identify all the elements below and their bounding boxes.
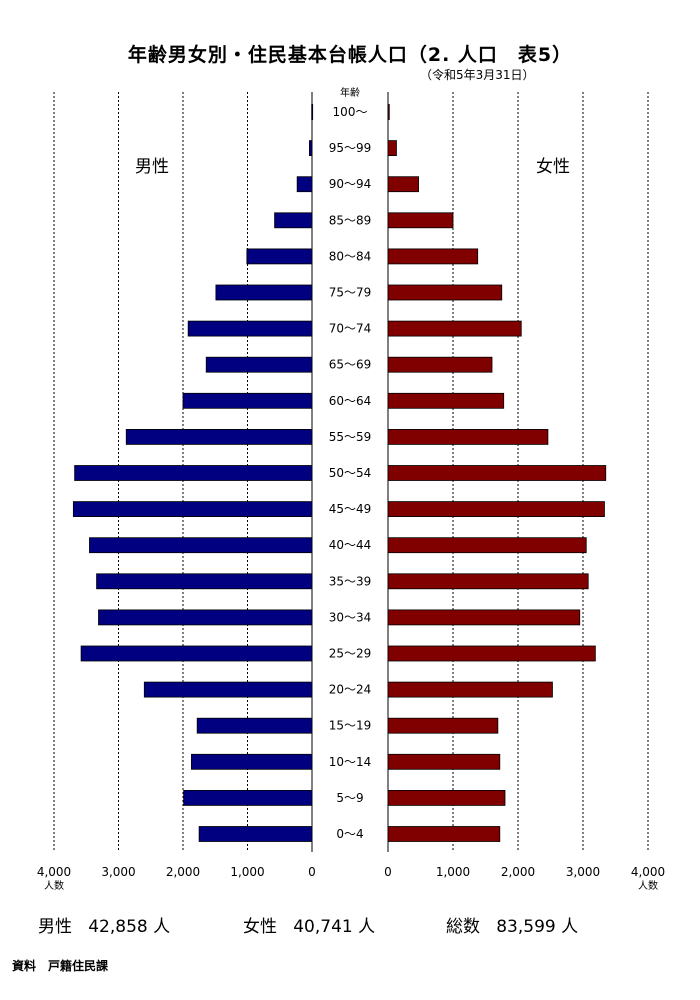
bar-female-4 xyxy=(387,248,479,265)
bar-male-11 xyxy=(72,501,313,518)
bar-female-18 xyxy=(387,753,501,770)
x-tick-left-1000: 1,000 xyxy=(230,865,264,879)
category-label-16: 20～24 xyxy=(329,683,372,697)
bar-female-0 xyxy=(387,104,390,120)
category-label-18: 10～14 xyxy=(329,755,372,769)
bar-female-11 xyxy=(387,501,605,518)
category-label-20: 0～4 xyxy=(336,827,363,841)
category-label-10: 50～54 xyxy=(329,466,372,480)
bar-female-12 xyxy=(387,537,587,554)
x-tick-right-4000: 4,000 xyxy=(631,865,665,879)
female-total-unit: 人 xyxy=(358,917,376,937)
category-label-3: 85～89 xyxy=(329,213,372,227)
grand-total-label: 総数 xyxy=(446,917,480,937)
bar-female-1 xyxy=(387,140,397,157)
x-tick-right-2000: 2,000 xyxy=(501,865,535,879)
bar-female-16 xyxy=(387,681,553,698)
bar-male-9 xyxy=(125,428,313,445)
bar-male-3 xyxy=(274,212,313,229)
bar-male-2 xyxy=(296,176,313,193)
series-label-male: 男性 xyxy=(135,157,169,177)
category-label-2: 90～94 xyxy=(329,177,372,191)
category-axis-label: 年齢 xyxy=(340,86,360,99)
bar-male-16 xyxy=(143,681,313,698)
bar-male-14 xyxy=(98,609,313,626)
x-unit-right: 人数 xyxy=(638,879,658,892)
chart-title: 年齢男女別・住民基本台帳人口（2. 人口 表5） xyxy=(127,44,573,66)
female-total: 女性 40,741 人 xyxy=(243,912,375,937)
x-tick-left-4000: 4,000 xyxy=(37,865,71,879)
bar-female-10 xyxy=(387,465,607,481)
category-label-6: 70～74 xyxy=(329,322,372,336)
category-label-0: 100～ xyxy=(333,105,368,119)
bar-male-4 xyxy=(246,248,313,265)
bar-female-15 xyxy=(387,645,596,662)
category-label-15: 25～29 xyxy=(329,647,372,661)
bar-male-12 xyxy=(89,537,313,554)
x-tick-left-0: 0 xyxy=(308,865,316,879)
bar-female-2 xyxy=(387,176,419,193)
category-label-8: 60～64 xyxy=(329,394,372,408)
x-tick-left-2000: 2,000 xyxy=(166,865,200,879)
female-total-value: 40,741 xyxy=(293,917,353,937)
bar-female-6 xyxy=(387,320,522,337)
bar-male-6 xyxy=(187,320,313,337)
category-label-19: 5～9 xyxy=(336,791,363,805)
bar-female-7 xyxy=(387,356,493,373)
bar-female-19 xyxy=(387,790,506,806)
bar-male-0 xyxy=(311,104,314,120)
bar-female-17 xyxy=(387,717,499,734)
bar-male-13 xyxy=(96,573,313,590)
category-label-13: 35～39 xyxy=(329,574,372,588)
bar-male-5 xyxy=(215,284,313,301)
x-tick-right-1000: 1,000 xyxy=(436,865,470,879)
series-label-female: 女性 xyxy=(536,157,570,177)
x-tick-left-3000: 3,000 xyxy=(101,865,135,879)
bar-female-20 xyxy=(387,826,501,842)
category-label-12: 40～44 xyxy=(329,538,372,552)
bar-male-18 xyxy=(190,753,313,770)
x-tick-right-3000: 3,000 xyxy=(566,865,600,879)
bar-female-13 xyxy=(387,573,589,590)
bar-male-20 xyxy=(198,826,313,842)
male-total: 男性 42,858 人 xyxy=(38,912,170,937)
category-label-11: 45～49 xyxy=(329,502,372,516)
female-total-label: 女性 xyxy=(243,917,277,937)
category-label-4: 80～84 xyxy=(329,249,372,263)
bar-female-8 xyxy=(387,392,505,409)
bar-male-10 xyxy=(74,465,313,481)
category-label-17: 15～19 xyxy=(329,719,372,733)
bar-female-14 xyxy=(387,609,581,626)
chart-subtitle: （令和5年3月31日） xyxy=(420,68,535,82)
male-total-value: 42,858 xyxy=(88,917,148,937)
x-tick-right-0: 0 xyxy=(384,865,392,879)
male-total-unit: 人 xyxy=(153,917,171,937)
bar-male-15 xyxy=(80,645,313,662)
category-label-7: 65～69 xyxy=(329,358,372,372)
bar-male-19 xyxy=(183,790,313,806)
x-unit-left: 人数 xyxy=(44,879,64,892)
bar-male-17 xyxy=(196,717,313,734)
bar-female-9 xyxy=(387,428,549,445)
grand-total-value: 83,599 xyxy=(496,917,556,937)
grand-total-unit: 人 xyxy=(561,917,579,937)
category-label-9: 55～59 xyxy=(329,430,372,444)
bar-male-1 xyxy=(309,140,313,157)
category-label-14: 30～34 xyxy=(329,610,372,624)
category-label-1: 95～99 xyxy=(329,141,372,155)
bar-male-8 xyxy=(182,392,313,409)
grand-total: 総数 83,599 人 xyxy=(446,912,578,937)
male-total-label: 男性 xyxy=(38,917,72,937)
bar-female-5 xyxy=(387,284,503,301)
population-pyramid-chart: 100～ 95～99 90～94 85～89 80～84 75～79 70～74 65～69 6… xyxy=(37,86,665,892)
category-label-5: 75～79 xyxy=(329,286,372,300)
bar-female-3 xyxy=(387,212,454,229)
data-source: 資料 戸籍住民課 xyxy=(12,959,109,973)
bar-male-7 xyxy=(205,356,313,373)
